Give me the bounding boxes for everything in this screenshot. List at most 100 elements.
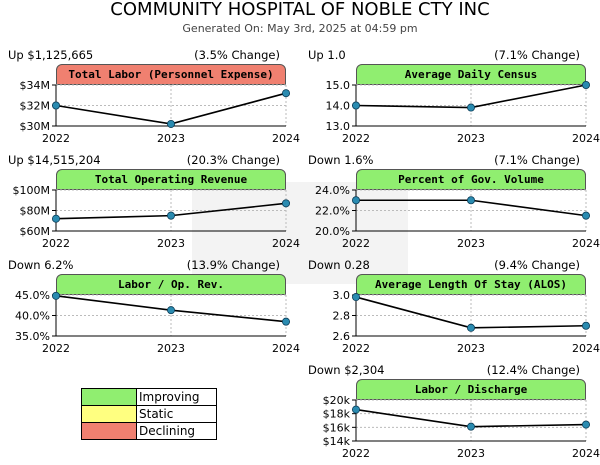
y-tick-label: 15.0 [326, 79, 351, 92]
change-percent: (9.4% Change) [494, 258, 580, 272]
x-tick-label: 2023 [457, 237, 485, 250]
data-point [581, 81, 590, 90]
change-percent: (3.5% Change) [194, 48, 280, 62]
x-tick-label: 2023 [457, 342, 485, 355]
change-percent: (7.1% Change) [494, 153, 580, 167]
data-point [166, 119, 175, 128]
x-tick-label: 2022 [342, 132, 370, 145]
data-point [166, 306, 175, 315]
x-tick-label: 2023 [457, 447, 485, 460]
change-percent: (20.3% Change) [186, 153, 280, 167]
chart-average-length-of-stay: Down 0.28 (9.4% Change) Average Length O… [300, 258, 600, 358]
chart-title-banner: Average Daily Census [356, 64, 586, 85]
generated-timestamp: Generated On: May 3rd, 2025 at 04:59 pm [182, 22, 418, 35]
y-tick-label: $20k [323, 394, 351, 407]
change-amount: Down 1.6% [308, 153, 374, 167]
change-amount: Up $1,125,665 [8, 48, 94, 62]
y-tick-label: $30M [20, 120, 51, 133]
x-tick-label: 2022 [42, 132, 70, 145]
x-tick-label: 2022 [42, 237, 70, 250]
chart-title-banner: Labor / Discharge [356, 379, 586, 400]
data-point [466, 323, 475, 332]
data-point [52, 291, 61, 300]
x-tick-label: 2022 [42, 342, 70, 355]
chart-labor-discharge: Down $2,304 (12.4% Change) Labor / Disch… [300, 363, 600, 463]
legend-item-improving: Improving [81, 388, 217, 406]
status-legend: Improving Static Declining [81, 388, 217, 440]
legend-swatch-improving [81, 388, 137, 406]
data-point [52, 214, 61, 223]
data-point [581, 321, 590, 330]
background-watermark [192, 182, 408, 284]
x-tick-label: 2024 [572, 342, 600, 355]
change-percent: (13.9% Change) [186, 258, 280, 272]
y-tick-label: $34M [20, 79, 51, 92]
y-tick-label: $100M [13, 184, 51, 197]
y-tick-label: 20.0% [315, 225, 350, 238]
y-tick-label: $60M [20, 225, 51, 238]
x-tick-label: 2024 [272, 237, 300, 250]
x-tick-label: 2022 [342, 237, 370, 250]
y-tick-label: 2.6 [333, 330, 351, 343]
legend-item-declining: Declining [81, 422, 217, 440]
line-plot: 35.0% 40.0% 45.0% 2022 2023 2024 [15, 289, 300, 355]
line-plot: $30M $32M $34M 2022 2023 2024 [20, 79, 301, 145]
y-tick-label: 22.0% [315, 205, 350, 218]
data-point [281, 199, 290, 208]
chart-title-banner: Percent of Gov. Volume [356, 169, 586, 190]
data-point [466, 103, 475, 112]
line-plot: $14k$16k$18k$20k 2022 2023 2024 [323, 394, 600, 460]
x-tick-label: 2024 [572, 447, 600, 460]
data-point [352, 405, 361, 414]
chart-title-banner: Labor / Op. Rev. [56, 274, 286, 295]
chart-title-banner: Total Labor (Personnel Expense) [56, 64, 286, 85]
data-point [281, 317, 290, 326]
data-point [52, 101, 61, 110]
data-point [352, 101, 361, 110]
data-point [581, 420, 590, 429]
y-tick-label: $32M [20, 100, 51, 113]
data-point [166, 211, 175, 220]
y-tick-label: 13.0 [326, 120, 351, 133]
data-point [466, 422, 475, 431]
legend-label: Improving [136, 388, 217, 406]
report-title: COMMUNITY HOSPITAL OF NOBLE CTY INC [110, 0, 490, 20]
y-tick-label: 2.8 [333, 310, 351, 323]
chart-title-banner: Average Length Of Stay (ALOS) [356, 274, 586, 295]
line-plot: 13.0 14.0 15.0 2022 2023 2024 [326, 79, 600, 145]
y-tick-label: 45.0% [15, 289, 50, 302]
y-tick-label: 24.0% [315, 184, 350, 197]
change-amount: Down 0.28 [308, 258, 370, 272]
y-tick-label: $14k [323, 435, 351, 448]
change-percent: (12.4% Change) [486, 363, 580, 377]
data-point [352, 293, 361, 302]
change-amount: Up 1.0 [308, 48, 346, 62]
x-tick-label: 2023 [157, 132, 185, 145]
change-percent: (7.1% Change) [494, 48, 580, 62]
data-point [581, 211, 590, 220]
chart-percent-gov-volume: Down 1.6% (7.1% Change) Percent of Gov. … [300, 153, 600, 253]
line-plot: $60M $80M $100M 2022 2023 2024 [13, 184, 301, 250]
x-tick-label: 2024 [572, 132, 600, 145]
chart-average-daily-census: Up 1.0 (7.1% Change) Average Daily Censu… [300, 48, 600, 148]
change-amount: Down $2,304 [308, 363, 385, 377]
chart-labor-op-rev: Down 6.2% (13.9% Change) Labor / Op. Rev… [0, 258, 300, 358]
legend-label: Static [136, 405, 217, 423]
x-tick-label: 2023 [157, 237, 185, 250]
change-amount: Up $14,515,204 [8, 153, 101, 167]
chart-title-banner: Total Operating Revenue [56, 169, 286, 190]
data-point [281, 89, 290, 98]
y-tick-label: $80M [20, 205, 51, 218]
x-tick-label: 2022 [342, 342, 370, 355]
y-tick-label: $16k [323, 421, 351, 434]
y-tick-label: $18k [323, 408, 351, 421]
y-tick-label: 35.0% [15, 330, 50, 343]
y-tick-label: 40.0% [15, 310, 50, 323]
line-plot: 2.6 2.8 3.0 2022 2023 2024 [333, 289, 600, 355]
data-point [466, 196, 475, 205]
line-plot: 20.0% 22.0% 24.0% 2022 2023 2024 [315, 184, 600, 250]
legend-swatch-declining [81, 422, 137, 440]
change-amount: Down 6.2% [8, 258, 74, 272]
x-tick-label: 2022 [342, 447, 370, 460]
x-tick-label: 2024 [272, 132, 300, 145]
